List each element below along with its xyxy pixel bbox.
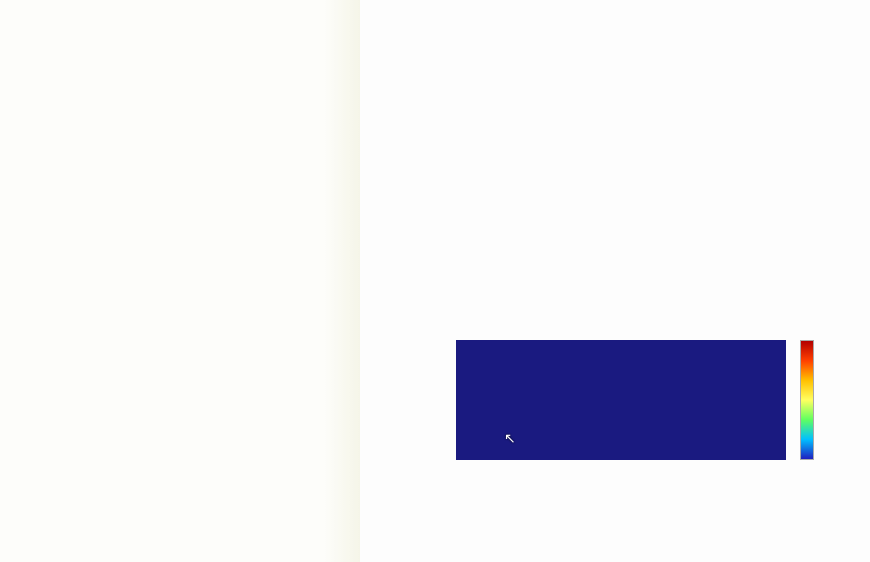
combine-arrow [560, 288, 720, 335]
description-panel [0, 0, 360, 562]
chirp-area [452, 10, 870, 66]
big-arrow-icon [560, 288, 720, 332]
spectra-svg [452, 210, 852, 280]
row-e [360, 210, 870, 280]
cursor-icon: ↖ [504, 430, 516, 447]
fft-arrows-area [452, 176, 870, 204]
windows-area [452, 78, 870, 114]
windowed-segments-area [452, 124, 870, 164]
spectra-area [452, 210, 870, 280]
chirp-signal [452, 10, 852, 66]
heatmap: ↖ [456, 340, 786, 460]
row-d [360, 176, 870, 204]
row-f: ↖ [360, 340, 870, 460]
row-c [360, 124, 870, 164]
heatmap-container: ↖ [452, 340, 820, 460]
diagram-panel: ↖ [360, 0, 870, 562]
row-b [360, 78, 870, 114]
row-a [360, 10, 870, 66]
colorbar [800, 340, 814, 460]
